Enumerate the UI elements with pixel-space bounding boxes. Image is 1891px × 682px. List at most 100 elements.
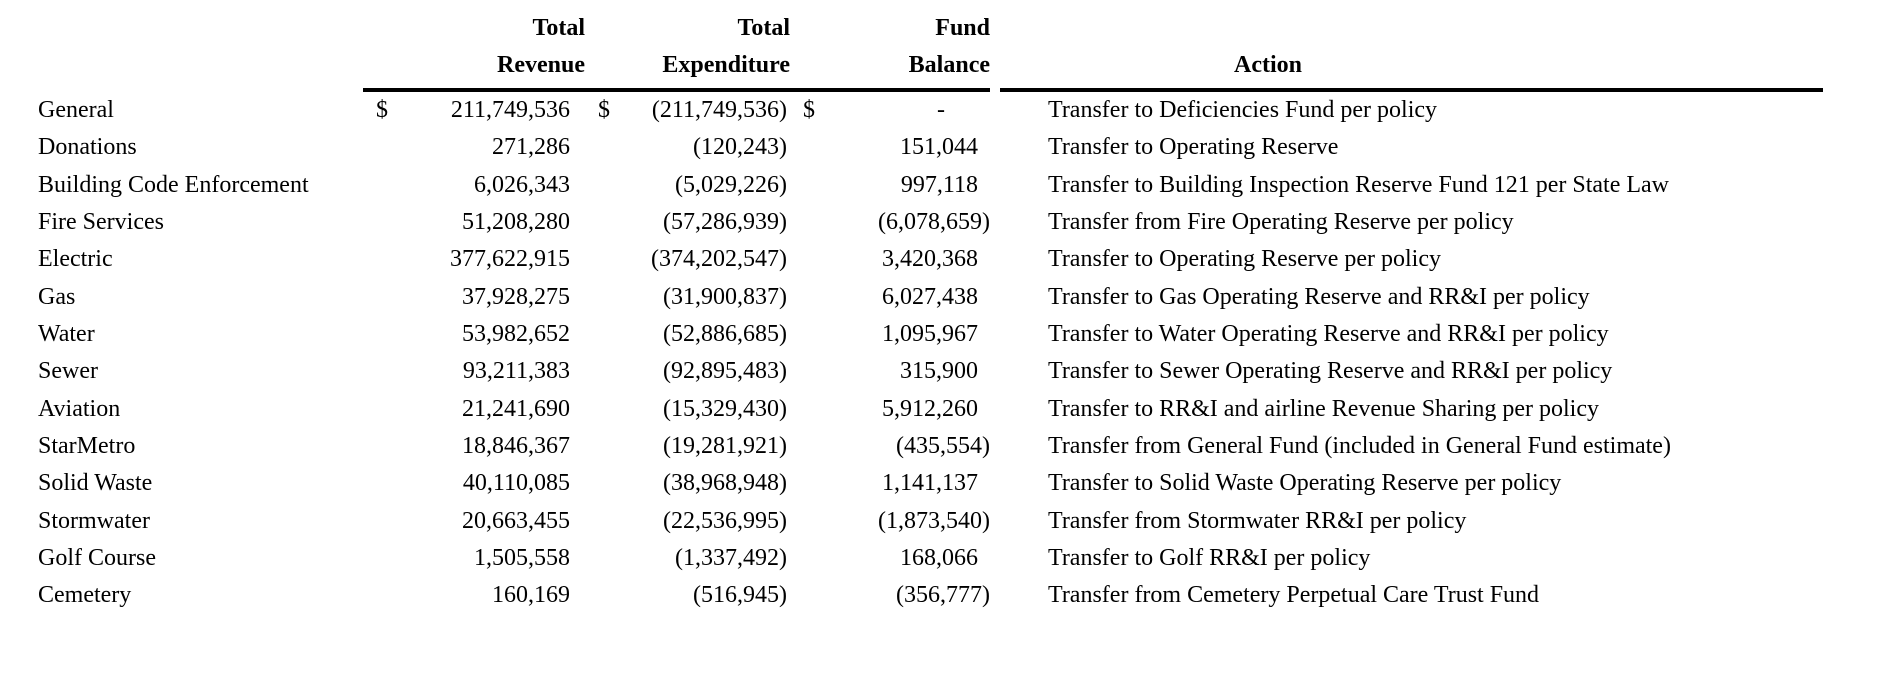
amount-value: 315,900 bbox=[900, 358, 978, 385]
amount-value: 1,095,967 bbox=[882, 321, 978, 348]
amount-value: 53,982,652 bbox=[462, 321, 570, 348]
fund-name-cell: Aviation bbox=[38, 395, 121, 422]
header-line: Revenue bbox=[497, 52, 585, 78]
action-cell: Transfer from Stormwater RR&I per policy bbox=[1048, 507, 1467, 534]
amount-value: 160,169 bbox=[492, 582, 570, 609]
total-revenue-cell: 20,663,455 bbox=[363, 503, 585, 540]
action-cell: Transfer to RR&I and airline Revenue Sha… bbox=[1048, 395, 1599, 422]
amount-value: (22,536,995) bbox=[663, 507, 787, 534]
amount-value: (19,281,921) bbox=[663, 433, 787, 460]
amount-value: 271,286 bbox=[492, 134, 570, 161]
column-gap bbox=[990, 129, 1000, 166]
fund-balance-cell: 3,420,368 bbox=[790, 241, 990, 278]
amount-value: 211,749,536 bbox=[450, 97, 570, 123]
table-body: General $211,749,536 $ (211,749,536) $ - Trans… bbox=[38, 92, 1823, 615]
fund-name-cell: Water bbox=[38, 321, 95, 348]
total-revenue-cell: 37,928,275 bbox=[363, 279, 585, 316]
table-row: Water 53,982,652 (52,886,685) 1,095,967 Tran… bbox=[38, 316, 1823, 353]
column-gap bbox=[990, 204, 1000, 241]
fund-name-cell: Golf Course bbox=[38, 545, 156, 572]
amount-value: (15,329,430) bbox=[663, 395, 787, 422]
total-expenditure-cell: (5,029,226) bbox=[585, 167, 790, 204]
currency-symbol: $ bbox=[803, 97, 815, 123]
total-revenue-cell: 1,505,558 bbox=[363, 540, 585, 577]
fund-name-cell: Donations bbox=[38, 134, 137, 161]
total-revenue-cell: 53,982,652 bbox=[363, 316, 585, 353]
total-revenue-cell: 93,211,383 bbox=[363, 353, 585, 390]
amount-value: (38,968,948) bbox=[663, 470, 787, 497]
column-gap bbox=[990, 279, 1000, 316]
fund-balance-cell: 997,118 bbox=[790, 167, 990, 204]
table-row: Sewer 93,211,383 (92,895,483) 315,900 Transf… bbox=[38, 353, 1823, 390]
fund-balance-cell: 6,027,438 bbox=[790, 279, 990, 316]
fund-balance-cell: (356,777) bbox=[790, 577, 990, 614]
table-row: General $211,749,536 $ (211,749,536) $ - Trans… bbox=[38, 92, 1823, 129]
table-row: Golf Course 1,505,558 (1,337,492) 168,066 Tr… bbox=[38, 540, 1823, 577]
table-row: Gas 37,928,275 (31,900,837) 6,027,438 Transf… bbox=[38, 279, 1823, 316]
table-row: Donations 271,286 (120,243) 151,044 Transfer… bbox=[38, 129, 1823, 166]
action-cell: Transfer to Water Operating Reserve and … bbox=[1048, 321, 1609, 348]
amount-value: (31,900,837) bbox=[663, 283, 787, 310]
amount-value: 1,141,137 bbox=[882, 470, 978, 497]
fund-balance-cell: 168,066 bbox=[790, 540, 990, 577]
amount-value: (57,286,939) bbox=[663, 209, 787, 236]
amount-value: 20,663,455 bbox=[462, 507, 570, 534]
table-row: Stormwater 20,663,455 (22,536,995) (1,873,5… bbox=[38, 503, 1823, 540]
amount-value: 21,241,690 bbox=[462, 395, 570, 422]
fund-name-cell: Fire Services bbox=[38, 209, 164, 236]
amount-value: 3,420,368 bbox=[882, 246, 978, 273]
action-cell: Transfer to Building Inspection Reserve … bbox=[1048, 171, 1670, 198]
table-row: Fire Services 51,208,280 (57,286,939) (6,07… bbox=[38, 204, 1823, 241]
table-row: Building Code Enforcement 6,026,343 (5,029… bbox=[38, 167, 1823, 204]
amount-value: (435,554) bbox=[896, 433, 990, 460]
fund-balance-cell: 1,095,967 bbox=[790, 316, 990, 353]
total-revenue-cell: 377,622,915 bbox=[363, 241, 585, 278]
total-revenue-cell: 18,846,367 bbox=[363, 428, 585, 465]
amount-value: 93,211,383 bbox=[462, 358, 570, 385]
fund-name-cell: Building Code Enforcement bbox=[38, 171, 309, 198]
amount-value: 1,505,558 bbox=[474, 545, 570, 572]
total-expenditure-cell: (374,202,547) bbox=[585, 241, 790, 278]
column-gap bbox=[990, 10, 1000, 92]
amount-value: (92,895,483) bbox=[663, 358, 787, 385]
amount-value: 5,912,260 bbox=[882, 395, 978, 422]
column-gap bbox=[990, 167, 1000, 204]
fund-balance-cell: 151,044 bbox=[790, 129, 990, 166]
amount-value: (1,873,540) bbox=[878, 507, 990, 534]
fund-column-header bbox=[38, 10, 363, 92]
amount-value: 6,027,438 bbox=[882, 283, 978, 310]
action-column-header: Action bbox=[1000, 10, 1823, 92]
amount-value: 51,208,280 bbox=[462, 209, 570, 236]
amount-value: - bbox=[937, 97, 945, 123]
fund-name-cell: Gas bbox=[38, 283, 76, 310]
total-expenditure-cell: (22,536,995) bbox=[585, 503, 790, 540]
table-row: Aviation 21,241,690 (15,329,430) 5,912,260 T… bbox=[38, 391, 1823, 428]
total-revenue-cell: 21,241,690 bbox=[363, 391, 585, 428]
action-cell: Transfer to Deficiencies Fund per policy bbox=[1048, 97, 1438, 123]
fund-balance-cell: (1,873,540) bbox=[790, 503, 990, 540]
table-row: Cemetery 160,169 (516,945) (356,777) Transfe… bbox=[38, 577, 1823, 614]
fund-name-cell: Sewer bbox=[38, 358, 98, 385]
fund-summary-table: Total Revenue Total Expenditure Fund Bal… bbox=[38, 10, 1823, 615]
fund-name-cell: Electric bbox=[38, 246, 113, 273]
amount-value: 997,118 bbox=[900, 171, 978, 198]
fund-balance-cell: (6,078,659) bbox=[790, 204, 990, 241]
total-revenue-cell: 6,026,343 bbox=[363, 167, 585, 204]
action-cell: Transfer to Operating Reserve per policy bbox=[1048, 246, 1441, 273]
total-expenditure-cell: (120,243) bbox=[585, 129, 790, 166]
fund-name-cell: Stormwater bbox=[38, 507, 150, 534]
total-revenue-cell: 51,208,280 bbox=[363, 204, 585, 241]
amount-value: 6,026,343 bbox=[474, 171, 570, 198]
table-row: StarMetro 18,846,367 (19,281,921) (435,554)… bbox=[38, 428, 1823, 465]
fund-balance-cell: 1,141,137 bbox=[790, 465, 990, 502]
amount-value: 18,846,367 bbox=[462, 433, 570, 460]
amount-value: (374,202,547) bbox=[651, 246, 787, 273]
action-cell: Transfer from Fire Operating Reserve per… bbox=[1048, 209, 1514, 236]
total-expenditure-cell: $ (211,749,536) bbox=[585, 92, 790, 129]
action-cell: Transfer to Operating Reserve bbox=[1048, 134, 1339, 161]
amount-value: (5,029,226) bbox=[675, 171, 787, 198]
total-expenditure-cell: (57,286,939) bbox=[585, 204, 790, 241]
amount-value: (1,337,492) bbox=[675, 545, 787, 572]
currency-symbol: $ bbox=[376, 97, 388, 123]
action-cell: Transfer from Cemetery Perpetual Care Tr… bbox=[1048, 582, 1540, 609]
